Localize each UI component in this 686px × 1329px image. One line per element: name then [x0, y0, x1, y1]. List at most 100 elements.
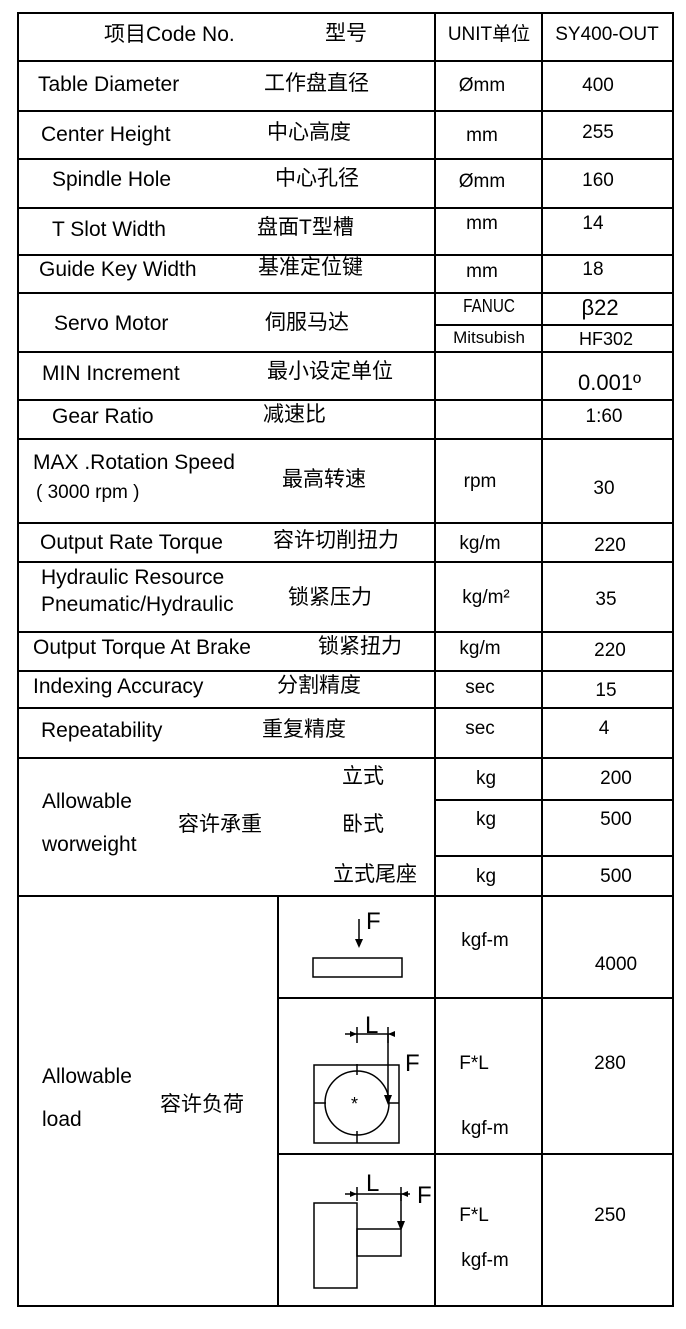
row-value: 400 — [582, 75, 614, 96]
row-value: HF302 — [578, 329, 634, 349]
row-divider — [17, 399, 674, 401]
row-label-cn: 盘面T型槽 — [257, 216, 354, 239]
header-unit: UNIT单位 — [447, 24, 531, 45]
row-label-cn: 伺服马达 — [265, 311, 349, 334]
column-divider — [541, 12, 543, 1307]
load-unit: F*L — [459, 1205, 489, 1226]
row-value: 4 — [598, 718, 610, 739]
column-divider — [277, 895, 279, 1307]
row-label-cn: 中心孔径 — [275, 167, 359, 190]
row-label-cn: 锁紧扭力 — [318, 635, 402, 658]
load-unit: kgf-m — [461, 1118, 509, 1139]
header-model: SY400-OUT — [555, 24, 659, 45]
load-label-en: Allowable — [42, 1065, 132, 1088]
row-divider — [435, 324, 674, 326]
row-label-en: Pneumatic/Hydraulic — [41, 593, 234, 616]
row-divider — [17, 561, 674, 563]
row-label-en: Output Torque At Brake — [33, 636, 251, 659]
load-value: 280 — [594, 1053, 626, 1074]
row-label-en: MIN Increment — [42, 362, 180, 385]
row-label-cn: 最小设定单位 — [267, 360, 393, 383]
table-border — [672, 12, 674, 1307]
row-value: 15 — [595, 680, 617, 701]
svg-text:*: * — [351, 1094, 358, 1114]
row-label-en: MAX .Rotation Speed — [33, 451, 235, 474]
workload-unit: kg — [475, 866, 497, 887]
row-value: 0.001º — [578, 370, 642, 395]
row-divider — [17, 522, 674, 524]
row-divider — [435, 799, 674, 801]
row-value: 30 — [593, 478, 615, 499]
moment-load-diagram: L F * — [313, 1012, 420, 1144]
row-label-cn: 分割精度 — [277, 674, 361, 697]
row-label-en: Gear Ratio — [52, 405, 154, 428]
column-divider — [434, 12, 436, 1307]
row-divider — [17, 895, 674, 897]
force-label: F — [366, 908, 381, 935]
row-divider — [17, 158, 674, 160]
row-label-en: Indexing Accuracy — [33, 675, 204, 698]
length-label: L — [365, 1012, 378, 1039]
row-divider — [17, 670, 674, 672]
row-value: 1:60 — [585, 406, 623, 427]
row-value: 160 — [582, 170, 614, 191]
load-label-cn: 容许负荷 — [160, 1093, 244, 1116]
row-label-cn: 容许切削扭力 — [273, 529, 399, 552]
row-label-en: Table Diameter — [38, 73, 180, 96]
row-label-cn: 中心高度 — [267, 121, 351, 144]
row-divider — [278, 997, 674, 999]
row-unit: FANUC — [463, 296, 515, 316]
row-label-en: Center Height — [41, 123, 171, 146]
row-unit: rpm — [463, 471, 497, 492]
row-label-en: Repeatability — [41, 719, 163, 742]
row-label-cn: 重复精度 — [262, 718, 346, 741]
table-border — [17, 12, 674, 14]
vertical-load-diagram: F — [312, 908, 403, 978]
row-value: 35 — [595, 589, 617, 610]
row-label-cn: 最高转速 — [282, 468, 366, 491]
header-model-cn: 型号 — [325, 22, 367, 45]
row-value: 14 — [582, 213, 604, 234]
row-label-en: Output Rate Torque — [40, 531, 223, 554]
table-border — [17, 1305, 674, 1307]
load-value: 4000 — [594, 954, 638, 975]
row-unit: kg/m — [459, 638, 501, 659]
workload-value: 500 — [600, 809, 632, 830]
row-label-en: T Slot Width — [52, 218, 166, 241]
row-value: 18 — [582, 259, 604, 280]
row-unit: sec — [465, 677, 495, 698]
workload-unit: kg — [475, 809, 497, 830]
row-divider — [17, 707, 674, 709]
row-label-cn: 工作盘直径 — [264, 72, 369, 95]
row-value: 220 — [594, 535, 626, 556]
length-label: L — [366, 1170, 379, 1197]
workload-label-cn: 容许承重 — [178, 813, 262, 836]
row-divider — [17, 254, 674, 256]
row-divider — [17, 60, 674, 62]
row-unit: Mitsubish — [453, 328, 525, 347]
row-unit: Ømm — [458, 75, 506, 96]
row-divider — [435, 855, 674, 857]
workload-type: 立式尾座 — [333, 863, 417, 886]
row-label-en: Hydraulic Resource — [41, 566, 225, 589]
row-value: 220 — [594, 640, 626, 661]
row-unit: Ømm — [458, 171, 506, 192]
row-divider — [278, 1153, 674, 1155]
row-divider — [17, 292, 674, 294]
row-label-cn: 锁紧压力 — [288, 586, 372, 609]
row-unit: sec — [465, 718, 495, 739]
load-unit: kgf-m — [461, 930, 509, 951]
workload-value: 500 — [600, 866, 632, 887]
row-value: 255 — [582, 122, 614, 143]
header-item: 项目Code No. — [104, 23, 235, 46]
row-unit: mm — [466, 213, 498, 234]
workload-value: 200 — [600, 768, 632, 789]
row-value: β22 — [581, 295, 619, 320]
workload-unit: kg — [475, 768, 497, 789]
row-label-cn: 减速比 — [263, 403, 326, 426]
load-unit: kgf-m — [461, 1250, 509, 1271]
row-unit: mm — [466, 261, 498, 282]
row-label-en: Spindle Hole — [52, 168, 172, 191]
row-label-en: ( 3000 rpm ) — [36, 482, 140, 503]
